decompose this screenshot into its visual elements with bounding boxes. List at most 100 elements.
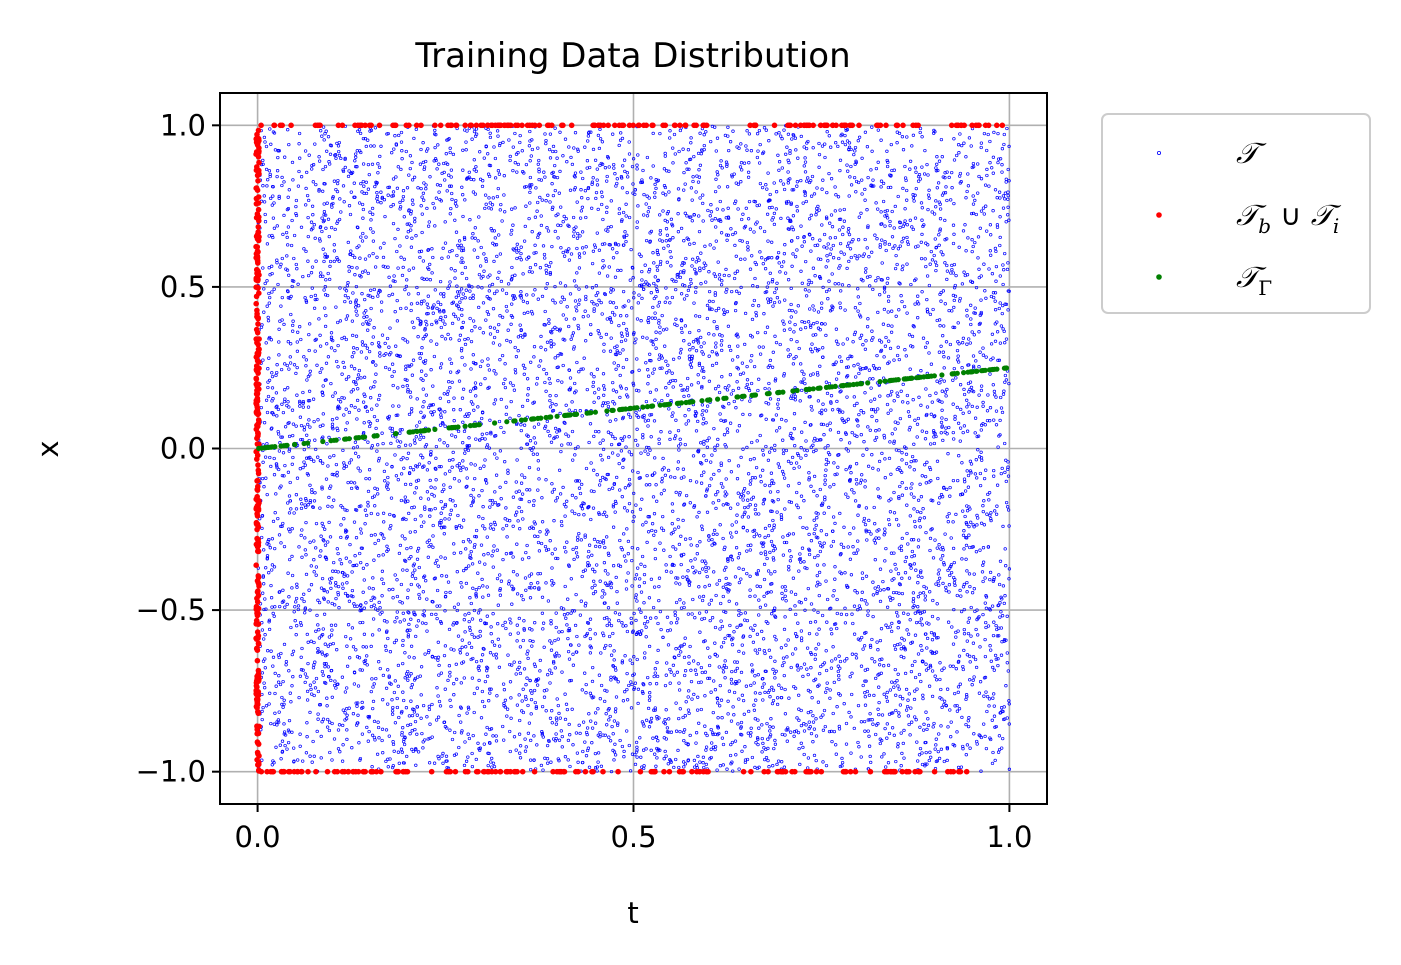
- data-point-interior: [720, 375, 724, 379]
- data-point-interior: [593, 570, 597, 574]
- data-point-interior: [377, 397, 381, 402]
- data-point-interior: [933, 674, 937, 678]
- data-point-interior: [646, 530, 651, 534]
- data-point-interior: [704, 280, 708, 284]
- data-point-interior: [694, 349, 699, 353]
- data-point-interior: [658, 366, 662, 371]
- data-point-interior: [343, 299, 347, 304]
- data-point-interior: [306, 422, 310, 427]
- data-point-interior: [944, 417, 948, 422]
- data-point-interior: [986, 624, 991, 628]
- data-point-interior: [913, 302, 917, 306]
- data-point-interior: [572, 234, 576, 238]
- data-point-interior: [701, 417, 706, 421]
- data-point-interior: [573, 171, 578, 175]
- data-point-interior: [735, 477, 740, 481]
- data-point-interior: [551, 205, 555, 209]
- data-point-interior: [992, 578, 996, 582]
- data-point-interior: [278, 604, 282, 609]
- data-point-interior: [510, 207, 514, 211]
- data-point-interior: [526, 656, 530, 661]
- data-point-interior: [869, 168, 873, 172]
- data-point-interior: [979, 384, 984, 388]
- data-point-interior: [1003, 251, 1007, 256]
- data-point-interior: [986, 132, 990, 137]
- data-point-interior: [620, 495, 624, 499]
- data-point-interior: [988, 608, 992, 612]
- data-point-interior: [988, 406, 993, 410]
- data-point-interior: [425, 490, 430, 494]
- data-point-interior: [731, 769, 735, 773]
- data-point-interior: [747, 709, 751, 714]
- data-point-interior: [656, 739, 660, 743]
- data-point-interior: [300, 597, 304, 601]
- data-point-interior: [561, 154, 565, 158]
- data-point-interior: [404, 306, 408, 310]
- data-point-interior: [900, 267, 904, 272]
- data-point-interior: [363, 405, 368, 409]
- data-point-interior: [386, 757, 390, 761]
- data-point-interior: [334, 581, 338, 585]
- data-point-interior: [739, 285, 743, 290]
- data-point-interior: [290, 527, 294, 531]
- data-point-interior: [287, 449, 291, 453]
- data-point-interior: [871, 614, 875, 619]
- data-point-interior: [649, 339, 653, 343]
- data-point-interior: [646, 515, 650, 519]
- data-point-interior: [889, 408, 893, 412]
- data-point-interior: [725, 162, 729, 166]
- data-point-interior: [431, 311, 435, 315]
- data-point-interior: [438, 396, 442, 400]
- data-point-interior: [473, 463, 477, 467]
- data-point-interior: [453, 730, 457, 735]
- data-point-interior: [409, 617, 413, 621]
- data-point-interior: [829, 213, 834, 217]
- data-point-interior: [805, 526, 809, 530]
- data-point-interior: [925, 162, 929, 167]
- data-point-interior: [948, 485, 952, 490]
- data-point-interior: [451, 450, 455, 455]
- data-point-interior: [768, 729, 772, 733]
- data-point-interior: [286, 728, 291, 732]
- data-point-interior: [325, 293, 330, 298]
- data-point-interior: [767, 381, 771, 386]
- data-point-interior: [476, 285, 480, 289]
- data-point-interior: [624, 387, 628, 391]
- data-point-interior: [431, 384, 435, 388]
- data-point-interior: [307, 332, 311, 337]
- data-point-interior: [543, 132, 547, 136]
- data-point-interior: [443, 322, 447, 326]
- data-point-interior: [705, 510, 710, 514]
- data-point-interior: [683, 673, 687, 678]
- data-point-interior: [953, 704, 957, 708]
- data-point-interior: [352, 351, 356, 355]
- data-point-interior: [750, 755, 755, 760]
- data-point-interior: [490, 203, 495, 207]
- data-point-interior: [568, 733, 572, 737]
- data-point-interior: [580, 414, 584, 418]
- data-point-interior: [308, 369, 312, 373]
- data-point-interior: [392, 147, 396, 151]
- data-point-interior: [961, 336, 966, 340]
- data-point-interior: [683, 537, 688, 541]
- data-point-interior: [876, 128, 880, 132]
- data-point-interior: [731, 232, 735, 237]
- data-point-interior: [709, 598, 714, 602]
- data-point-interior: [759, 480, 763, 484]
- data-point-interior: [997, 573, 1001, 577]
- data-point-interior: [776, 397, 781, 402]
- data-point-interior: [643, 564, 647, 569]
- data-point-interior: [378, 351, 382, 355]
- data-point-interior: [996, 603, 1000, 608]
- data-point-interior: [447, 184, 452, 188]
- data-point-interior: [920, 135, 924, 139]
- data-point-interior: [934, 268, 938, 273]
- data-point-interior: [629, 680, 633, 684]
- data-point-interior: [601, 541, 606, 545]
- data-point-interior: [766, 239, 770, 243]
- data-point-interior: [556, 637, 560, 641]
- data-point-interior: [995, 504, 999, 508]
- data-point-interior: [734, 602, 739, 606]
- data-point-interior: [473, 325, 477, 329]
- data-point-interior: [600, 140, 605, 144]
